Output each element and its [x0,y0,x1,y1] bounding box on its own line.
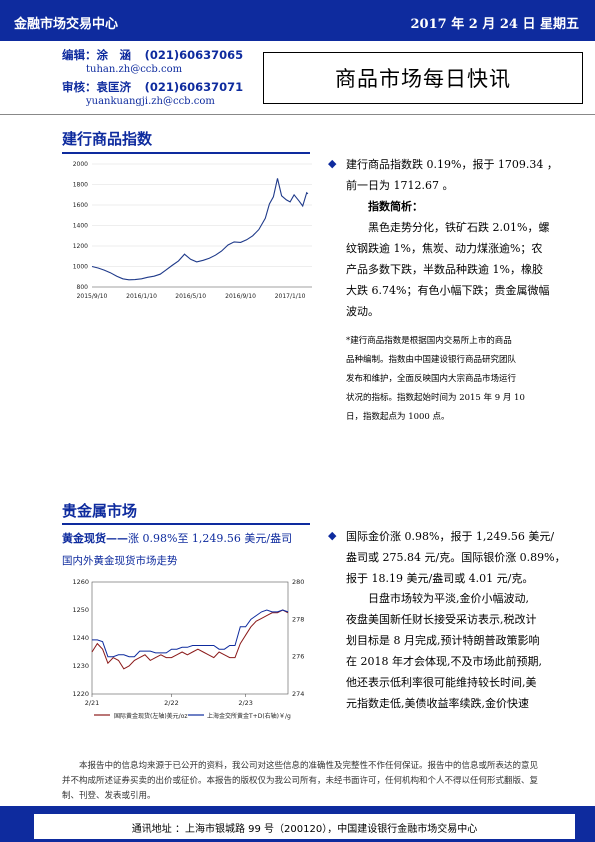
reviewer-phone: (021)60637071 [144,80,244,94]
left-axis-ticks: 1260 1250 1240 1230 1220 [72,578,89,698]
header-bar: 金融市场交易中心 2017 年 2 月 24 日 星期五 [0,0,595,41]
chart-legend: 国际黄金现货(左轴)美元/oz 上海金交所黄金T+D(右轴)￥/g [94,712,291,720]
y-tick-label: 1800 [73,182,88,189]
commentary-line: 夜盘美国新任财长接受采访表示,税改计 [346,613,537,626]
right-tick-label: 274 [292,690,304,698]
brief-title: 指数简析： [368,200,423,213]
x-tick-label: 2015/9/10 [77,293,108,300]
commodity-summary-line: 建行商品指数跌 0.19%，报于 1709.34 ， [346,158,558,171]
right-tick-label: 278 [292,615,304,623]
gold-headline: 黄金现货——涨 0.98%至 1,249.56 美元/盎司 [62,530,292,546]
note-line: 发布和维护，全面反映国内大宗商品市场运行 [346,374,517,384]
metals-section-title: 贵金属市场 [62,502,138,520]
metals-summary-line: 盎司或 275.84 元/克。国际银价涨 0.89%， [346,551,566,564]
brief-paragraph: 黑色走势分化，铁矿石跌 2.01%，螺 纹钢跌逾 1%，焦炭、动力煤涨逾%；农 … [346,217,564,322]
commentary-line: 划目标是 8 月完成,预计特朗普政策影响 [346,634,540,647]
x-tick-label: 2016/9/10 [225,293,256,300]
commodity-section-title: 建行商品指数 [62,130,153,148]
commodity-summary: 建行商品指数跌 0.19%，报于 1709.34 ， 前一日为 1712.67 … [346,154,566,196]
y-tick-label: 1000 [73,264,88,271]
left-tick-label: 1260 [72,578,89,586]
y-tick-label: 1600 [73,202,88,209]
right-axis-ticks: 280 278 276 274 [292,578,304,698]
x-tick-label: 2016/5/10 [175,293,206,300]
legend-label-sge: 上海金交所黄金T+D(右轴)￥/g [207,712,291,720]
y-tick-label: 800 [77,284,89,291]
plot-frame [91,581,289,695]
footer-box: 通讯地址 ：上海市银城路 99 号（200120），中国建设银行金融市场交易中心 [34,814,575,839]
report-date: 2017 年 2 月 24 日 星期五 [410,17,579,32]
note-line: 日，指数起点为 1000 点。 [346,412,450,422]
brief-line: 纹钢跌逾 1%，焦炭、动力煤涨逾%；农 [346,242,543,255]
header-divider [0,114,595,115]
index-note: *建行商品指数是根据国内交易所上市的商品 品种编制。指数由中国建设银行商品研究团… [346,332,564,427]
gold-headline-text: 涨 0.98%至 1,249.56 美元/盎司 [128,532,293,545]
report-title: 商品市场每日快讯 [335,67,511,91]
note-line: *建行商品指数是根据国内交易所上市的商品 [346,336,512,346]
x-tick-label: 2/23 [238,699,253,707]
right-tick-label: 280 [292,578,304,586]
disclaimer: 本报告中的信息均来源于已公开的资料，我公司对这些信息的准确性及完整性不作任何保证… [62,761,539,801]
x-tick-label: 2/21 [85,699,100,707]
footer-address: 通讯地址 ：上海市银城路 99 号（200120），中国建设银行金融市场交易中心 [131,824,478,835]
commodity-index-line [91,178,309,281]
report-title-box: 商品市场每日快讯 [263,52,583,104]
x-tick-label: 2/22 [164,699,179,707]
brief-line: 黑色走势分化，铁矿石跌 2.01%，螺 [368,221,550,234]
bullet-diamond-icon: ◆ [328,157,337,170]
intl-gold-line [91,609,289,670]
gold-chart-caption: 国内外黄金现货市场走势 [62,555,178,567]
commodity-section-underline [62,152,310,154]
sge-gold-line [92,609,289,658]
org-name: 金融市场交易中心 [14,17,119,32]
y-tick-label: 1400 [73,223,88,230]
y-tick-label: 1200 [73,243,88,250]
x-axis-ticks: 2/21 2/22 2/23 [85,694,253,707]
reviewer-label: 审核：袁匡济 [62,80,131,94]
metals-summary: 国际金价涨 0.98%，报于 1,249.56 美元/ 盎司或 275.84 元… [346,526,568,589]
x-tick-label: 2017/1/10 [275,293,306,300]
left-tick-label: 1230 [72,662,89,670]
note-line: 品种编制。指数由中国建设银行商品研究团队 [346,355,517,365]
footer-bar: 通讯地址 ：上海市银城路 99 号（200120），中国建设银行金融市场交易中心 [0,806,595,842]
editor-email[interactable]: tuhan.zh@ccb.com [86,64,183,75]
commodity-summary-line: 前一日为 1712.67 。 [346,179,454,192]
brief-line: 大跌 6.74%；有色小幅下跌；贵金属微幅 [346,284,550,297]
gold-headline-label: 黄金现货—— [62,532,128,545]
legend-label-intl: 国际黄金现货(左轴)美元/oz [114,712,188,720]
commentary-line: 他还表示低利率很可能维持较长时间,美 [346,676,537,689]
metals-commentary: 日盘市场较为平淡,金价小幅波动, 夜盘美国新任财长接受采访表示,税改计 划目标是… [346,588,568,714]
brief-line: 产品多数下跌，半数品种跌逾 1%，橡胶 [346,263,543,276]
commentary-line: 在 2018 年才会体现,不及市场此前预期, [346,655,542,668]
note-line: 状况的指标。指数起始时间为 2015 年 9 月 10 [346,393,525,403]
editor-line: 编辑：涂 涵 (021)60637065 [62,47,243,63]
x-tick-label: 2016/1/10 [126,293,157,300]
bullet-diamond-icon: ◆ [328,529,337,542]
editor-phone: (021)60637065 [144,48,244,62]
metals-section-underline [62,523,310,525]
metals-summary-line: 国际金价涨 0.98%，报于 1,249.56 美元/ [346,530,555,543]
right-tick-label: 276 [292,653,304,661]
reviewer-email[interactable]: yuankuangji.zh@ccb.com [86,96,215,107]
chart-x-ticks: 2015/9/10 2016/1/10 2016/5/10 2016/9/10 2017… [77,293,306,300]
commentary-line: 日盘市场较为平淡,金价小幅波动, [368,592,529,605]
brief-line: 波动。 [346,305,379,318]
commentary-line: 元指数走低,美债收益率续跌,金价快速 [346,697,529,710]
metals-summary-line: 报于 18.19 美元/盎司或 4.01 元/克。 [346,572,534,585]
reviewer-line: 审核：袁匡济 (021)60637071 [62,79,243,95]
chart-y-ticks: 2000 1800 1600 1400 1200 1000 800 [73,161,88,291]
y-tick-label: 2000 [73,161,88,168]
left-tick-label: 1250 [72,606,89,614]
editor-label: 编辑：涂 涵 [62,48,131,62]
left-tick-label: 1220 [72,690,89,698]
left-tick-label: 1240 [72,634,89,642]
